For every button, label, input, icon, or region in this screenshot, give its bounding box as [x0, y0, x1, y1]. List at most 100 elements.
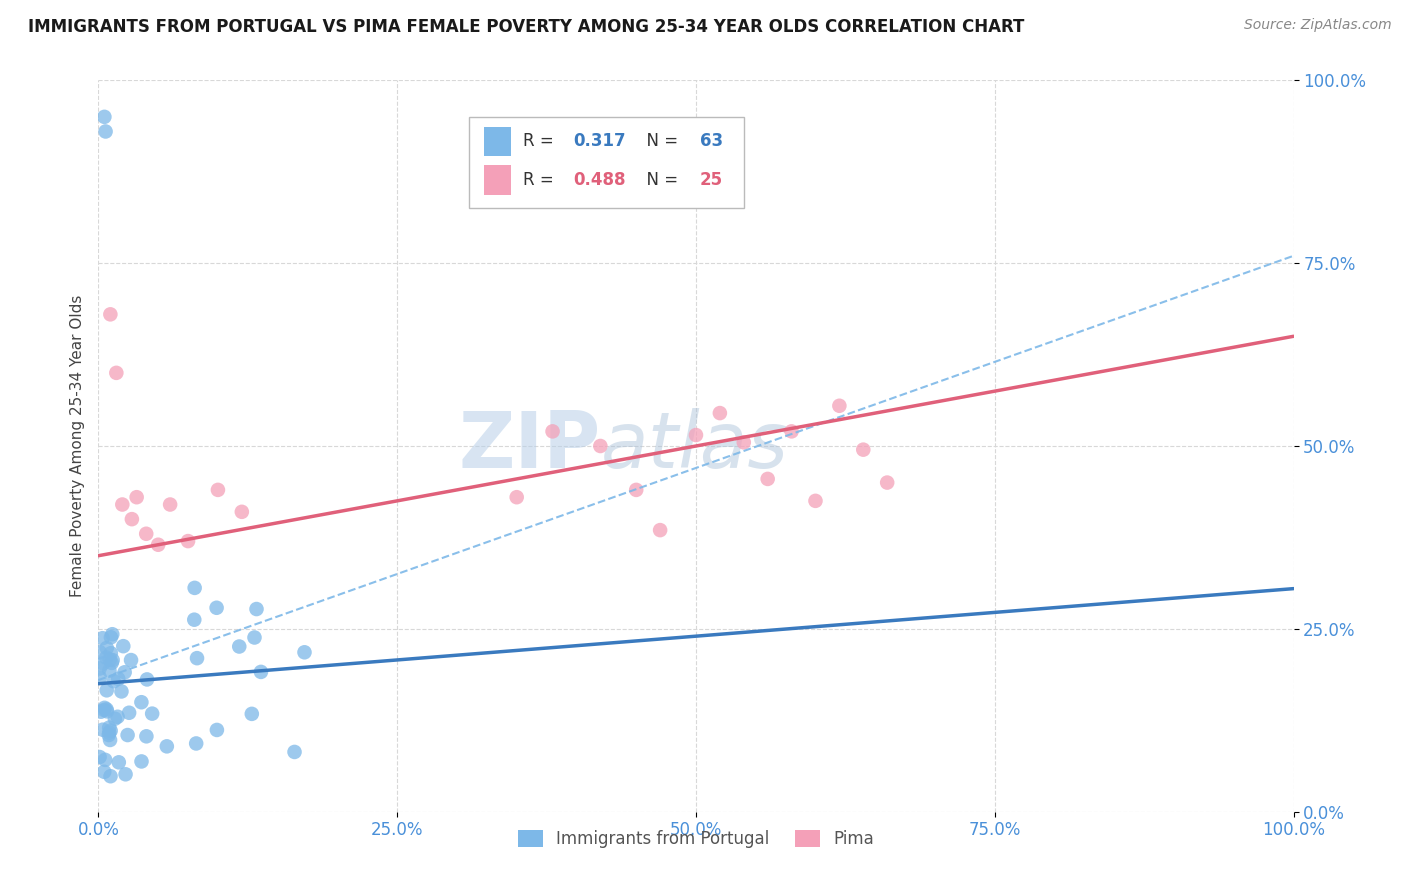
Point: [101, 653, 124, 667]
Point: [228, 640, 250, 654]
Point: [183, 581, 205, 595]
Point: [107, 756, 129, 770]
Point: [96, 640, 118, 655]
Point: [100, 630, 122, 644]
Y-axis label: Female Poverty Among 25-34 Year Olds: Female Poverty Among 25-34 Year Olds: [69, 295, 84, 597]
Point: [89, 750, 111, 764]
Point: [100, 723, 122, 738]
Point: [709, 406, 731, 420]
Point: [245, 602, 267, 616]
Point: [589, 439, 612, 453]
Point: [135, 526, 157, 541]
Point: [98, 664, 121, 678]
Point: [101, 627, 124, 641]
Point: [294, 645, 316, 659]
Point: [90, 705, 112, 719]
Point: [186, 736, 208, 750]
Legend: Immigrants from Portugal, Pima: Immigrants from Portugal, Pima: [512, 823, 880, 855]
Point: [125, 490, 148, 504]
Text: 0.317: 0.317: [572, 132, 626, 150]
Text: ZIP: ZIP: [458, 408, 600, 484]
Point: [121, 512, 143, 526]
Text: 0.488: 0.488: [572, 171, 626, 189]
Point: [283, 745, 305, 759]
Point: [103, 674, 125, 689]
Point: [94, 753, 117, 767]
Point: [183, 613, 205, 627]
Point: [733, 435, 755, 450]
Point: [141, 706, 163, 721]
Point: [114, 767, 136, 781]
Point: [541, 425, 564, 439]
FancyBboxPatch shape: [470, 117, 744, 209]
Point: [93, 703, 115, 717]
Point: [89, 645, 111, 659]
Text: 63: 63: [700, 132, 723, 150]
Point: [804, 494, 827, 508]
Point: [120, 653, 142, 667]
Point: [104, 712, 127, 726]
Point: [135, 729, 157, 743]
Point: [148, 538, 170, 552]
Point: [100, 646, 122, 660]
Point: [98, 307, 122, 321]
Point: [685, 428, 707, 442]
Point: [828, 399, 851, 413]
Text: N =: N =: [637, 171, 683, 189]
Text: atlas: atlas: [600, 408, 789, 484]
Point: [98, 652, 121, 666]
Point: [852, 442, 875, 457]
Point: [111, 498, 134, 512]
Point: [156, 739, 179, 754]
Point: [91, 657, 114, 671]
Point: [96, 650, 118, 665]
Text: R =: R =: [523, 132, 558, 150]
Point: [91, 631, 114, 645]
Point: [648, 523, 672, 537]
Point: [205, 723, 228, 737]
Point: [98, 725, 121, 739]
Point: [110, 684, 132, 698]
Text: 25: 25: [700, 171, 723, 189]
Point: [506, 490, 529, 504]
Point: [91, 723, 114, 737]
Point: [207, 483, 229, 497]
Point: [231, 505, 253, 519]
Text: R =: R =: [523, 171, 558, 189]
Text: Source: ZipAtlas.com: Source: ZipAtlas.com: [1244, 18, 1392, 32]
Point: [131, 695, 153, 709]
Point: [131, 755, 153, 769]
Point: [177, 534, 200, 549]
Point: [114, 665, 136, 680]
Point: [780, 425, 803, 439]
Text: IMMIGRANTS FROM PORTUGAL VS PIMA FEMALE POVERTY AMONG 25-34 YEAR OLDS CORRELATIO: IMMIGRANTS FROM PORTUGAL VS PIMA FEMALE …: [28, 18, 1025, 36]
Point: [118, 706, 141, 720]
Point: [96, 704, 118, 718]
Point: [107, 710, 129, 724]
Point: [94, 124, 117, 138]
Point: [96, 702, 118, 716]
Point: [93, 764, 115, 779]
Point: [105, 366, 128, 380]
Point: [98, 721, 121, 735]
Point: [250, 665, 273, 679]
Point: [100, 769, 122, 783]
Point: [97, 728, 120, 742]
Point: [756, 472, 779, 486]
Point: [93, 110, 115, 124]
Point: [107, 672, 129, 686]
Point: [100, 656, 122, 670]
Bar: [485, 127, 510, 156]
Point: [240, 706, 263, 721]
Text: N =: N =: [637, 132, 683, 150]
Point: [96, 683, 118, 698]
Point: [205, 600, 228, 615]
Point: [112, 639, 135, 653]
Point: [89, 671, 111, 685]
Point: [89, 661, 111, 675]
Point: [117, 728, 139, 742]
Point: [136, 673, 159, 687]
Point: [93, 701, 115, 715]
Point: [186, 651, 208, 665]
Point: [876, 475, 898, 490]
